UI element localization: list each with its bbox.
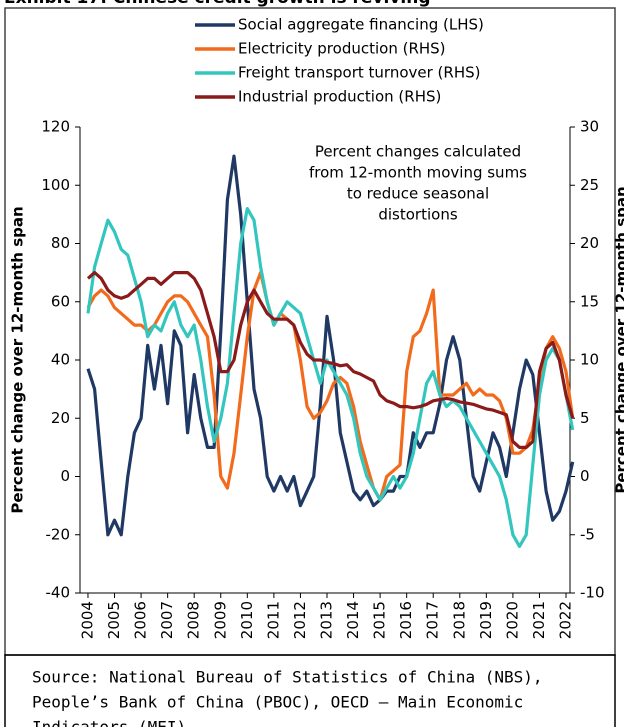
y-tick-label: -20 — [46, 525, 71, 543]
y2-tick-label: 0 — [580, 467, 590, 485]
x-tick-label: 2022 — [557, 601, 575, 639]
x-tick-label: 2009 — [211, 601, 229, 639]
x-tick-label: 2007 — [158, 601, 176, 639]
legend-label: Freight transport turnover (RHS) — [238, 64, 480, 82]
x-tick-label: 2004 — [78, 601, 96, 639]
line-series — [86, 271, 575, 449]
annotation: from 12-month moving sums — [309, 164, 527, 182]
x-tick-label: 2008 — [185, 601, 203, 639]
line-series — [86, 154, 575, 537]
x-tick-label: 2006 — [132, 601, 150, 639]
x-tick-label: 2010 — [238, 601, 256, 639]
source-text: Source: National Bureau of Statistics of… — [32, 668, 543, 687]
y2-axis-label: Percent change over 12-month span — [613, 186, 624, 493]
y-tick-label: 20 — [51, 409, 70, 427]
x-tick-label: 2020 — [503, 601, 521, 639]
x-tick-label: 2015 — [371, 601, 389, 639]
y-tick-label: 120 — [41, 118, 70, 136]
y2-tick-label: -5 — [580, 525, 595, 543]
x-tick-label: 2018 — [450, 601, 468, 639]
y-tick-label: 80 — [51, 234, 70, 252]
annotation: to reduce seasonal — [347, 185, 489, 203]
y2-tick-label: 20 — [580, 234, 599, 252]
y-tick-label: 60 — [51, 292, 70, 310]
annotation: distortions — [378, 206, 457, 224]
y2-tick-label: 5 — [580, 409, 590, 427]
x-tick-label: 2019 — [477, 601, 495, 639]
legend-label: Electricity production (RHS) — [238, 40, 446, 58]
y-tick-label: 0 — [60, 467, 70, 485]
x-tick-label: 2011 — [264, 601, 282, 639]
y-axis-label: Percent change over 12-month span — [9, 206, 27, 513]
x-tick-label: 2005 — [105, 601, 123, 639]
y2-tick-label: 30 — [580, 118, 599, 136]
x-tick-label: 2021 — [530, 601, 548, 639]
y-tick-label: 40 — [51, 351, 70, 369]
y2-tick-label: 10 — [580, 351, 599, 369]
x-tick-label: 2014 — [344, 601, 362, 639]
y-tick-label: -40 — [46, 584, 71, 602]
x-tick-label: 2012 — [291, 601, 309, 639]
x-tick-label: 2017 — [424, 601, 442, 639]
y-tick-label: 100 — [41, 176, 70, 194]
annotation: Percent changes calculated — [315, 143, 521, 161]
line-series — [86, 207, 575, 548]
source-box — [4, 654, 616, 727]
y2-tick-label: -10 — [580, 584, 605, 602]
chart-title: Exhibit 17: Chinese credit growth is rev… — [4, 0, 431, 8]
y2-tick-label: 15 — [580, 292, 599, 310]
source-text: Indicators (MEI) — [32, 718, 186, 727]
y2-tick-label: 25 — [580, 176, 599, 194]
x-tick-label: 2016 — [397, 601, 415, 639]
legend-label: Industrial production (RHS) — [238, 88, 441, 106]
x-tick-label: 2013 — [317, 601, 335, 639]
source-text: People’s Bank of China (PBOC), OECD – Ma… — [32, 693, 523, 712]
legend-label: Social aggregate financing (LHS) — [238, 16, 484, 34]
line-series — [86, 271, 575, 502]
